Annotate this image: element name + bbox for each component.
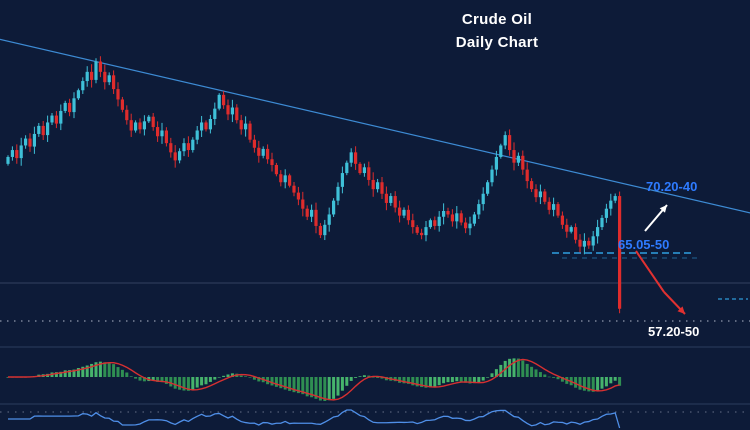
chart-title-line2: Daily Chart bbox=[455, 34, 539, 51]
support-level-label: 65.05-50 bbox=[618, 237, 670, 252]
target-level-label: 57.20-50 bbox=[648, 324, 700, 339]
chart-title: Crude Oil Daily Chart bbox=[417, 8, 577, 54]
resistance-level-label: 70.20-40 bbox=[646, 179, 698, 194]
chart-title-line1: Crude Oil bbox=[461, 11, 533, 28]
